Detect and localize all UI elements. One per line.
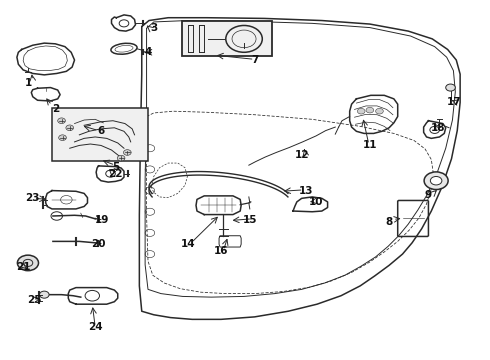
Text: 11: 11	[363, 140, 377, 150]
Text: 1: 1	[24, 78, 31, 88]
Circle shape	[430, 176, 442, 185]
Text: 15: 15	[243, 215, 257, 225]
Text: 25: 25	[27, 295, 42, 305]
Circle shape	[59, 135, 66, 140]
Text: 5: 5	[112, 162, 119, 172]
Text: 9: 9	[425, 190, 432, 200]
Circle shape	[40, 291, 49, 298]
Circle shape	[58, 118, 65, 123]
Text: 7: 7	[251, 55, 258, 65]
Circle shape	[366, 107, 374, 113]
Text: 23: 23	[25, 193, 40, 203]
FancyBboxPatch shape	[52, 108, 148, 161]
Circle shape	[376, 108, 383, 114]
Circle shape	[123, 150, 131, 155]
Text: 12: 12	[294, 150, 309, 159]
Text: 8: 8	[386, 217, 392, 227]
Text: 3: 3	[150, 23, 157, 33]
Text: 24: 24	[88, 323, 102, 333]
Circle shape	[17, 255, 39, 271]
Text: 22: 22	[108, 168, 122, 179]
Text: 16: 16	[214, 246, 228, 256]
Text: 21: 21	[16, 262, 30, 273]
Text: 13: 13	[299, 186, 314, 196]
Text: 6: 6	[98, 126, 104, 136]
Circle shape	[424, 172, 448, 189]
Text: 2: 2	[52, 104, 59, 114]
Circle shape	[117, 155, 125, 161]
Text: 10: 10	[309, 197, 323, 207]
Text: 17: 17	[446, 98, 461, 107]
Text: 20: 20	[91, 239, 106, 248]
Circle shape	[357, 108, 365, 114]
Text: 18: 18	[431, 123, 445, 133]
Text: 19: 19	[95, 215, 109, 225]
Text: 14: 14	[181, 239, 196, 249]
Text: 4: 4	[145, 47, 152, 57]
FancyBboxPatch shape	[182, 21, 272, 56]
Circle shape	[66, 125, 74, 131]
Circle shape	[446, 84, 455, 91]
